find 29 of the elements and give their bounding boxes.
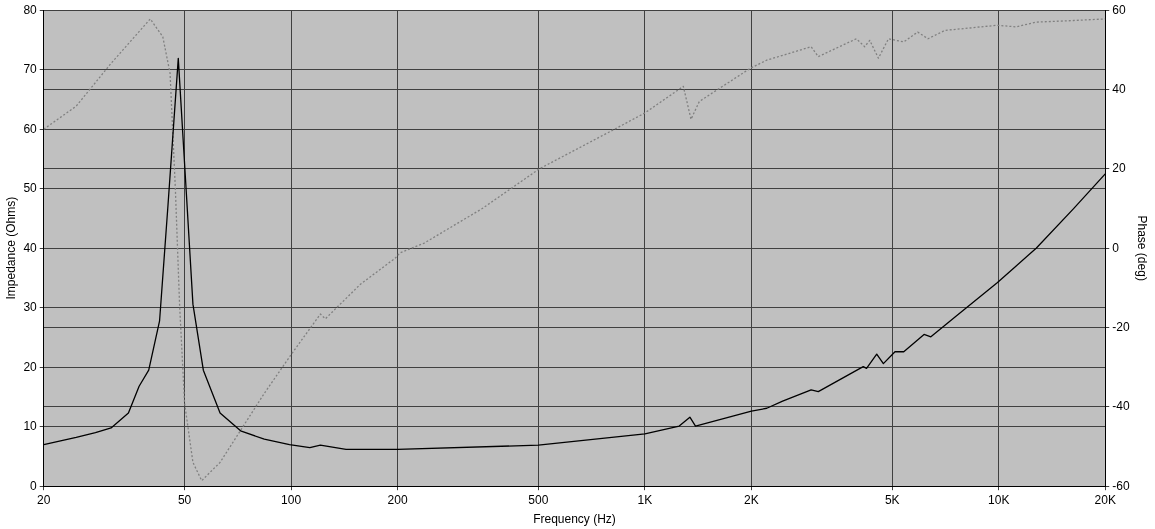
x-tick-label: 2K [744,492,759,507]
y2-tick-label: -20 [1112,319,1130,334]
x-tick-label: 200 [387,492,408,507]
y-tick-label: 0 [30,478,38,493]
y2-axis-title: Phase (deg) [1135,215,1150,281]
y2-tick-label: -60 [1112,478,1130,493]
x-tick-label: 1K [637,492,653,507]
y2-tick-label: 20 [1112,161,1126,176]
y2-tick-label: 40 [1112,81,1126,96]
x-tick-label: 20 [37,492,51,507]
y2-tick-label: 0 [1112,240,1120,255]
y-tick-label: 10 [23,419,38,434]
y-tick-label: 60 [23,121,38,136]
x-tick-label: 20K [1094,492,1116,507]
x-tick-label: 50 [177,492,192,507]
x-tick-label: 500 [528,492,549,507]
x-tick-label: 5K [884,492,900,507]
x-axis-title: Frequency (Hz) [533,512,616,527]
y-tick-label: 80 [23,2,38,17]
y2-tick-label: -40 [1112,399,1130,414]
y-axis-title: Impedance (Ohms) [3,196,18,300]
y-tick-label: 70 [23,62,38,77]
y-tick-label: 50 [23,181,38,196]
x-tick-label: 10K [988,492,1010,507]
x-tick-label: 100 [281,492,302,507]
y-tick-label: 30 [23,300,38,315]
y2-tick-label: 60 [1112,2,1126,17]
y-tick-label: 40 [23,240,38,255]
y-tick-label: 20 [23,359,38,374]
